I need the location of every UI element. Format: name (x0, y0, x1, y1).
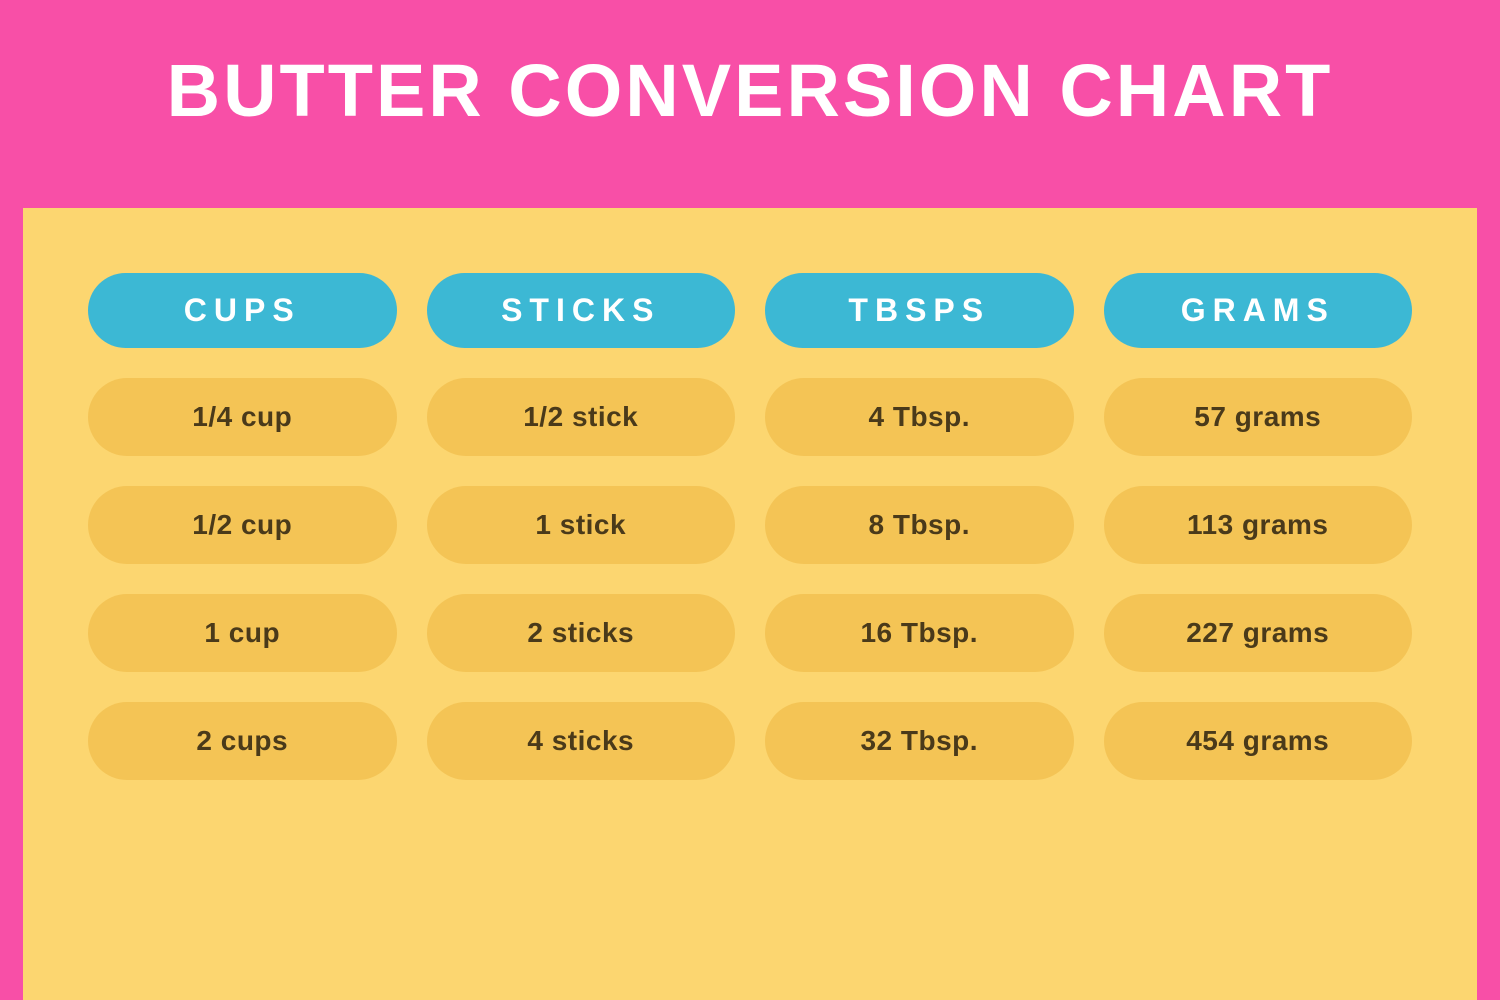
data-cell: 454 grams (1104, 702, 1413, 780)
data-cell: 4 Tbsp. (765, 378, 1074, 456)
column-header-grams: GRAMS (1104, 273, 1413, 348)
data-cell: 1/2 cup (88, 486, 397, 564)
data-cell: 4 sticks (427, 702, 736, 780)
column-header-tbsps: TBSPS (765, 273, 1074, 348)
table-row: 2 cups 4 sticks 32 Tbsp. 454 grams (88, 702, 1412, 780)
conversion-table: CUPS STICKS TBSPS GRAMS 1/4 cup 1/2 stic… (88, 273, 1412, 780)
chart-container: BUTTER CONVERSION CHART CUPS STICKS TBSP… (0, 0, 1500, 1000)
data-cell: 1/4 cup (88, 378, 397, 456)
table-row: 1 cup 2 sticks 16 Tbsp. 227 grams (88, 594, 1412, 672)
data-cell: 2 cups (88, 702, 397, 780)
data-cell: 113 grams (1104, 486, 1413, 564)
data-cell: 57 grams (1104, 378, 1413, 456)
column-header-cups: CUPS (88, 273, 397, 348)
table-row: 1/4 cup 1/2 stick 4 Tbsp. 57 grams (88, 378, 1412, 456)
data-cell: 2 sticks (427, 594, 736, 672)
column-header-sticks: STICKS (427, 273, 736, 348)
table-header-row: CUPS STICKS TBSPS GRAMS (88, 273, 1412, 348)
data-cell: 1/2 stick (427, 378, 736, 456)
table-row: 1/2 cup 1 stick 8 Tbsp. 113 grams (88, 486, 1412, 564)
chart-title: BUTTER CONVERSION CHART (20, 45, 1480, 138)
data-cell: 1 stick (427, 486, 736, 564)
data-cell: 1 cup (88, 594, 397, 672)
content-section: CUPS STICKS TBSPS GRAMS 1/4 cup 1/2 stic… (23, 208, 1477, 1000)
data-cell: 8 Tbsp. (765, 486, 1074, 564)
data-cell: 227 grams (1104, 594, 1413, 672)
data-cell: 32 Tbsp. (765, 702, 1074, 780)
header-section: BUTTER CONVERSION CHART (0, 0, 1500, 208)
data-cell: 16 Tbsp. (765, 594, 1074, 672)
